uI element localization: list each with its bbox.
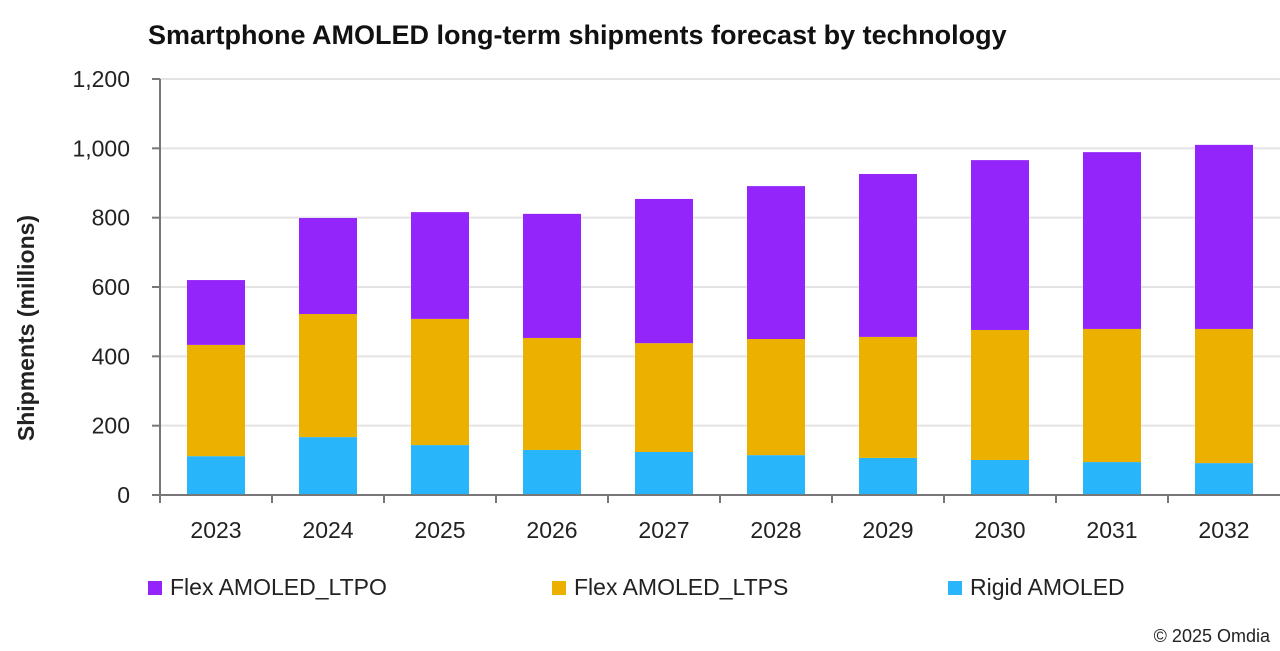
bar-flex-amoled-ltpo-2030 — [971, 160, 1029, 330]
y-tick-label: 0 — [117, 482, 130, 508]
legend-item-ltpo: Flex AMOLED_LTPO — [148, 574, 387, 601]
legend-item-rigid: Rigid AMOLED — [948, 574, 1125, 601]
bar-flex-amoled-ltpo-2025 — [411, 212, 469, 319]
x-tick-label: 2027 — [638, 517, 689, 543]
y-axis-label: Shipments (millions) — [13, 215, 39, 441]
bar-flex-amoled-ltpo-2031 — [1083, 152, 1141, 329]
legend-label: Flex AMOLED_LTPS — [574, 574, 789, 600]
x-tick-label: 2028 — [750, 517, 801, 543]
bar-flex-amoled-ltps-2031 — [1083, 328, 1141, 463]
bar-flex-amoled-ltps-2023 — [187, 344, 245, 457]
copyright-credit: © 2025 Omdia — [1153, 626, 1270, 646]
bar-flex-amoled-ltpo-2027 — [635, 198, 693, 344]
bar-rigid-amoled-2025 — [411, 445, 469, 495]
bar-flex-amoled-ltpo-2024 — [299, 218, 357, 315]
bar-rigid-amoled-2031 — [1083, 462, 1141, 495]
x-tick-label: 2029 — [862, 517, 913, 543]
bar-rigid-amoled-2029 — [859, 457, 917, 495]
x-tick-label: 2026 — [526, 517, 577, 543]
bar-flex-amoled-ltpo-2029 — [859, 173, 917, 337]
legend-swatch-rigid — [948, 580, 962, 595]
bar-flex-amoled-ltps-2030 — [971, 329, 1029, 460]
legend-item-ltps: Flex AMOLED_LTPS — [552, 574, 788, 601]
bar-rigid-amoled-2026 — [523, 449, 581, 495]
bar-flex-amoled-ltps-2032 — [1195, 328, 1253, 464]
bar-flex-amoled-ltps-2028 — [747, 339, 805, 456]
bar-flex-amoled-ltps-2025 — [411, 318, 469, 446]
x-tick-label: 2023 — [190, 517, 241, 543]
y-tick-label: 1,200 — [72, 66, 130, 92]
bar-rigid-amoled-2023 — [187, 456, 245, 495]
bar-rigid-amoled-2032 — [1195, 463, 1253, 495]
y-tick-label: 600 — [92, 274, 130, 300]
legend-label: Flex AMOLED_LTPO — [170, 574, 387, 600]
bar-rigid-amoled-2030 — [971, 459, 1029, 495]
x-tick-label: 2032 — [1198, 517, 1249, 543]
bar-rigid-amoled-2028 — [747, 455, 805, 495]
y-tick-label: 400 — [92, 343, 130, 369]
bar-rigid-amoled-2027 — [635, 452, 693, 495]
x-tick-label: 2031 — [1086, 517, 1137, 543]
legend-swatch-ltps — [552, 580, 566, 595]
x-tick-label: 2030 — [974, 517, 1025, 543]
bar-flex-amoled-ltps-2026 — [523, 337, 581, 450]
bar-rigid-amoled-2024 — [299, 437, 357, 495]
legend-label: Rigid AMOLED — [970, 574, 1125, 600]
y-tick-label: 800 — [92, 205, 130, 231]
y-tick-label: 1,000 — [72, 135, 130, 161]
bar-flex-amoled-ltps-2027 — [635, 343, 693, 453]
bar-flex-amoled-ltpo-2032 — [1195, 144, 1253, 329]
x-tick-label: 2025 — [414, 517, 465, 543]
bar-flex-amoled-ltpo-2026 — [523, 213, 581, 338]
y-tick-label: 200 — [92, 413, 130, 439]
bar-flex-amoled-ltps-2029 — [859, 336, 917, 458]
bar-flex-amoled-ltps-2024 — [299, 314, 357, 438]
legend-swatch-ltpo — [148, 580, 162, 595]
bar-flex-amoled-ltpo-2023 — [187, 280, 245, 345]
x-tick-label: 2024 — [302, 517, 353, 543]
bar-flex-amoled-ltpo-2028 — [747, 186, 805, 339]
chart-title: Smartphone AMOLED long-term shipments fo… — [148, 20, 1007, 50]
